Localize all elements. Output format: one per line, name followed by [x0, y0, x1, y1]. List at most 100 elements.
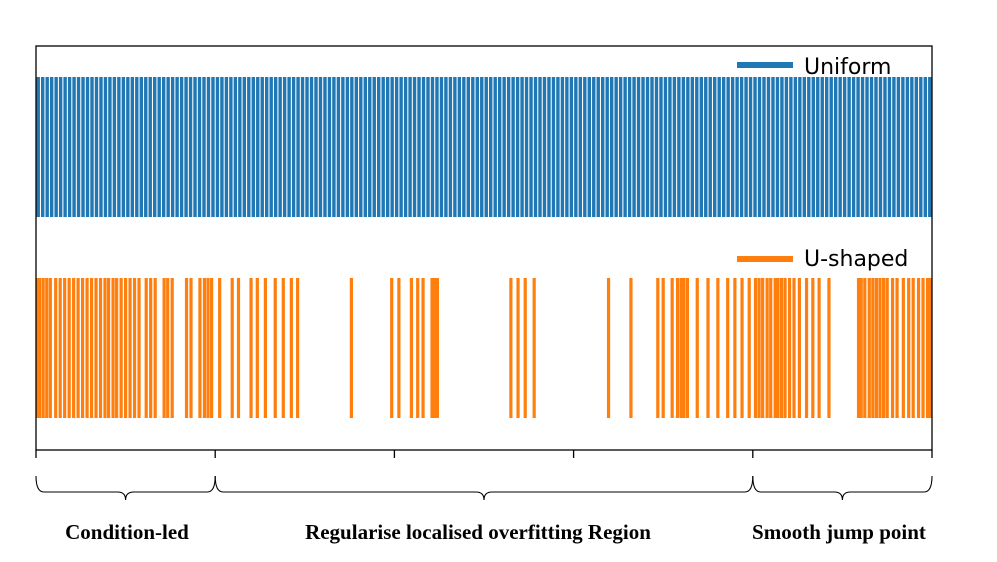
uniform-bar	[798, 77, 802, 217]
uniform-bar	[108, 77, 112, 217]
u-shaped-bar	[679, 278, 683, 418]
uniform-bar	[363, 77, 367, 217]
u-shaped-bar	[430, 278, 434, 418]
uniform-bar	[166, 77, 170, 217]
u-shaped-bar	[761, 278, 765, 418]
uniform-bar	[654, 77, 659, 217]
u-shaped-bar	[36, 278, 40, 418]
legend-uniform: Uniform	[737, 55, 891, 80]
u-shaped-bar	[249, 278, 253, 418]
uniform-bar	[583, 77, 587, 217]
u-shaped-bar	[753, 278, 758, 418]
uniform-bar	[211, 77, 215, 217]
uniform-bar	[878, 77, 883, 217]
uniform-bar	[417, 77, 421, 217]
uniform-bar	[542, 77, 547, 217]
uniform-bar	[735, 77, 739, 217]
uniform-bar	[538, 77, 542, 217]
uniform-bar	[421, 77, 426, 217]
uniform-bar	[717, 77, 721, 217]
uniform-bar	[381, 77, 385, 217]
uniform-bar	[139, 77, 143, 217]
uniform-bar	[592, 77, 596, 217]
uniform-bar	[161, 77, 166, 217]
u-shaped-bar	[787, 278, 792, 418]
uniform-bar	[170, 77, 175, 217]
uniform-bar	[197, 77, 202, 217]
u-shaped-bar	[882, 278, 886, 418]
uniform-bar	[744, 77, 748, 217]
uniform-bar	[399, 77, 403, 217]
uniform-bar	[659, 77, 663, 217]
uniform-bar	[574, 77, 578, 217]
legend-uniform-swatch	[737, 62, 793, 68]
u-shaped-bar	[124, 278, 128, 418]
u-shaped-bar	[685, 278, 689, 418]
uniform-bar	[623, 77, 627, 217]
u-shaped-bar	[45, 278, 49, 418]
uniform-bar	[708, 77, 712, 217]
u-shaped-bar	[871, 278, 875, 418]
u-shaped-bar	[804, 278, 809, 418]
u-shaped-bar	[54, 278, 58, 418]
uniform-bar	[842, 77, 847, 217]
uniform-bar	[345, 77, 350, 217]
uniform-bar	[309, 77, 314, 217]
uniform-bar	[892, 77, 896, 217]
uniform-bar	[533, 77, 538, 217]
u-shaped-bar	[132, 278, 137, 418]
u-shaped-bar	[198, 278, 202, 418]
u-shaped-bar	[76, 278, 80, 418]
uniform-bar	[242, 77, 247, 217]
legend-u-shaped-label: U-shaped	[804, 247, 908, 272]
u-shaped-bar	[435, 278, 440, 418]
u-shaped-bar	[532, 278, 536, 418]
uniform-bar	[775, 77, 780, 217]
u-shaped-bar	[516, 278, 520, 418]
uniform-bar	[99, 77, 103, 217]
uniform-bar	[390, 77, 394, 217]
region-brace	[214, 475, 754, 501]
uniform-bar	[489, 77, 493, 217]
uniform-bar	[605, 77, 609, 217]
u-shaped-bar	[63, 278, 67, 418]
uniform-bar	[439, 77, 444, 217]
u-shaped-series	[36, 278, 932, 418]
uniform-bar	[811, 77, 815, 217]
uniform-bar	[85, 77, 90, 217]
u-shaped-bar	[747, 278, 751, 418]
uniform-series	[36, 77, 932, 217]
u-shaped-bar	[137, 278, 141, 418]
uniform-bar	[807, 77, 811, 217]
uniform-bar	[789, 77, 793, 217]
uniform-bar	[847, 77, 851, 217]
plot-frame	[35, 45, 933, 451]
uniform-bar	[67, 77, 72, 217]
uniform-bar	[869, 77, 874, 217]
uniform-bar	[547, 77, 551, 217]
uniform-bar	[914, 77, 919, 217]
uniform-bar	[144, 77, 148, 217]
uniform-bar	[641, 77, 645, 217]
uniform-bar	[587, 77, 591, 217]
uniform-bar	[856, 77, 860, 217]
uniform-bar	[896, 77, 901, 217]
legend-u-shaped: U-shaped	[737, 247, 908, 272]
u-shaped-bar	[106, 278, 111, 418]
u-shaped-bar	[885, 278, 889, 418]
uniform-bar	[435, 77, 439, 217]
uniform-bar	[757, 77, 762, 217]
uniform-bar	[833, 77, 838, 217]
uniform-bar	[457, 77, 462, 217]
u-shaped-bar	[916, 278, 921, 418]
u-shaped-bar	[726, 278, 730, 418]
u-shaped-bar	[706, 278, 710, 418]
u-shaped-bar	[409, 278, 414, 418]
u-shaped-bar	[296, 278, 300, 418]
uniform-bar	[121, 77, 126, 217]
uniform-bar	[36, 77, 40, 217]
uniform-bar	[314, 77, 318, 217]
u-shaped-bar	[421, 278, 425, 418]
u-shaped-bar	[210, 278, 214, 418]
